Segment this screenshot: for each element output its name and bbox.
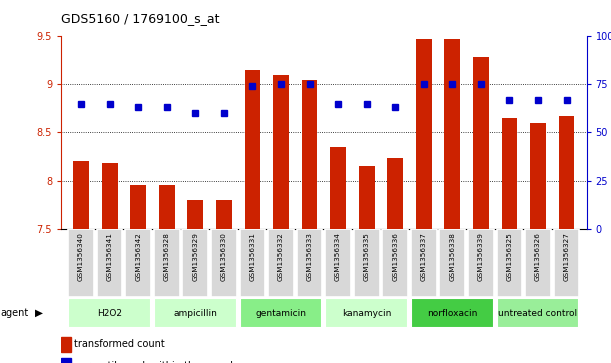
Bar (130, 185, 146, 229)
FancyBboxPatch shape (554, 229, 579, 297)
FancyBboxPatch shape (411, 298, 494, 328)
FancyBboxPatch shape (211, 229, 236, 297)
FancyBboxPatch shape (525, 229, 551, 297)
Bar (387, 159, 403, 229)
FancyBboxPatch shape (439, 229, 465, 297)
FancyBboxPatch shape (325, 229, 351, 297)
Text: GSM1356335: GSM1356335 (364, 232, 370, 281)
Text: GSM1356334: GSM1356334 (335, 232, 341, 281)
FancyBboxPatch shape (68, 298, 151, 328)
Text: GSM1356333: GSM1356333 (307, 232, 313, 281)
Text: GSM1356338: GSM1356338 (449, 232, 455, 281)
Bar (244, 70, 260, 229)
FancyBboxPatch shape (411, 229, 437, 297)
Text: GSM1356332: GSM1356332 (278, 232, 284, 281)
Bar (61, 358, 70, 363)
Bar (102, 163, 117, 229)
Bar (444, 39, 460, 229)
Text: GSM1356339: GSM1356339 (478, 232, 484, 281)
FancyBboxPatch shape (240, 229, 265, 297)
Bar (473, 57, 489, 229)
Text: GSM1356336: GSM1356336 (392, 232, 398, 281)
Bar (558, 116, 574, 229)
Bar (216, 200, 232, 229)
FancyBboxPatch shape (97, 229, 122, 297)
Text: ▶: ▶ (35, 308, 43, 318)
Bar (188, 200, 203, 229)
Bar (73, 161, 89, 229)
FancyBboxPatch shape (297, 229, 323, 297)
Text: GSM1356325: GSM1356325 (507, 232, 513, 281)
Text: ampicillin: ampicillin (174, 309, 218, 318)
FancyBboxPatch shape (468, 229, 494, 297)
Text: GSM1356326: GSM1356326 (535, 232, 541, 281)
Text: H2O2: H2O2 (97, 309, 122, 318)
FancyBboxPatch shape (125, 229, 151, 297)
Bar (530, 123, 546, 229)
FancyBboxPatch shape (497, 229, 522, 297)
FancyBboxPatch shape (240, 298, 323, 328)
Text: agent: agent (1, 308, 29, 318)
Text: GSM1356340: GSM1356340 (78, 232, 84, 281)
Bar (331, 147, 346, 229)
Text: gentamicin: gentamicin (255, 309, 307, 318)
Text: GSM1356337: GSM1356337 (421, 232, 426, 281)
Bar (359, 166, 375, 229)
Bar (61, 337, 70, 352)
Text: untreated control: untreated control (499, 309, 577, 318)
FancyBboxPatch shape (183, 229, 208, 297)
FancyBboxPatch shape (382, 229, 408, 297)
FancyBboxPatch shape (354, 229, 379, 297)
Text: norfloxacin: norfloxacin (427, 309, 478, 318)
Text: GSM1356327: GSM1356327 (563, 232, 569, 281)
Bar (302, 79, 317, 229)
FancyBboxPatch shape (268, 229, 294, 297)
Text: GSM1356342: GSM1356342 (135, 232, 141, 281)
Text: percentile rank within the sample: percentile rank within the sample (75, 361, 240, 363)
Text: GSM1356341: GSM1356341 (107, 232, 112, 281)
FancyBboxPatch shape (497, 298, 579, 328)
Text: GSM1356329: GSM1356329 (192, 232, 199, 281)
Bar (502, 118, 518, 229)
Text: transformed count: transformed count (75, 339, 165, 349)
FancyBboxPatch shape (68, 229, 94, 297)
Text: GSM1356330: GSM1356330 (221, 232, 227, 281)
Text: GDS5160 / 1769100_s_at: GDS5160 / 1769100_s_at (61, 12, 219, 25)
FancyBboxPatch shape (325, 298, 408, 328)
FancyBboxPatch shape (154, 298, 236, 328)
Bar (273, 75, 289, 229)
Text: GSM1356328: GSM1356328 (164, 232, 170, 281)
FancyBboxPatch shape (154, 229, 180, 297)
Bar (159, 185, 175, 229)
Text: kanamycin: kanamycin (342, 309, 392, 318)
Text: GSM1356331: GSM1356331 (249, 232, 255, 281)
Bar (416, 39, 431, 229)
